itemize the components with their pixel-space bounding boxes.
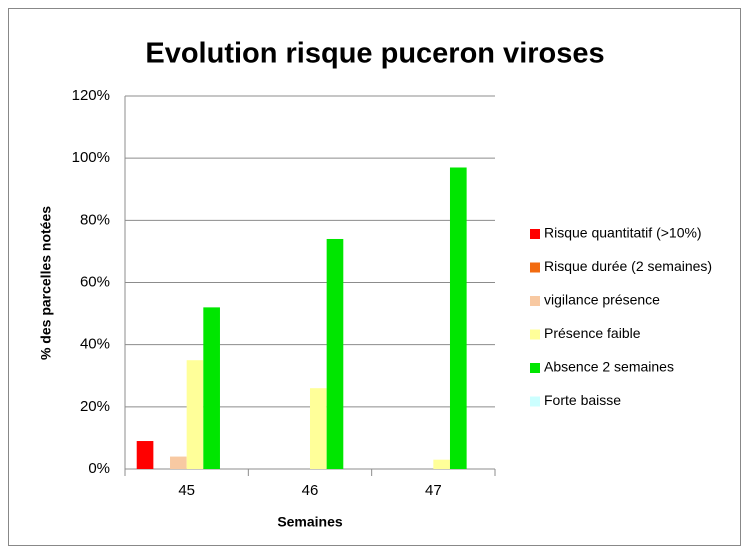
y-tick-label: 60% xyxy=(80,273,110,290)
y-tick-label: 20% xyxy=(80,398,110,415)
y-tick-label: 40% xyxy=(80,336,110,353)
bar xyxy=(310,388,327,469)
bar xyxy=(449,167,467,469)
x-tick-label: 45 xyxy=(178,482,195,499)
legend-swatch xyxy=(530,296,540,306)
bar xyxy=(170,456,187,469)
legend-label: Forte baisse xyxy=(544,392,621,408)
y-axis-label: % des parcelles notées xyxy=(38,206,54,360)
chart-border xyxy=(8,8,741,546)
x-axis-label: Semaines xyxy=(277,514,343,530)
x-tick-label: 46 xyxy=(302,482,319,499)
y-tick-label: 0% xyxy=(88,460,110,477)
y-tick-label: 100% xyxy=(72,149,110,166)
legend-swatch xyxy=(530,329,540,340)
bar xyxy=(186,360,204,469)
legend-swatch xyxy=(530,229,540,239)
legend-label: Présence faible xyxy=(544,325,641,341)
legend-swatch xyxy=(530,363,540,373)
legend-label: Risque durée (2 semaines) xyxy=(544,258,712,274)
chart-title: Evolution risque puceron viroses xyxy=(145,38,604,70)
bar xyxy=(326,238,344,469)
bar xyxy=(136,441,154,469)
bar xyxy=(203,307,220,469)
legend-swatch xyxy=(530,396,540,407)
legend-label: Risque quantitatif (>10%) xyxy=(544,225,702,241)
legend-label: Absence 2 semaines xyxy=(544,359,674,375)
bar xyxy=(433,459,450,469)
legend-swatch xyxy=(530,262,540,273)
y-tick-label: 120% xyxy=(72,87,110,104)
y-tick-label: 80% xyxy=(80,211,110,228)
x-tick-label: 47 xyxy=(425,482,442,499)
legend-label: vigilance présence xyxy=(544,292,660,308)
